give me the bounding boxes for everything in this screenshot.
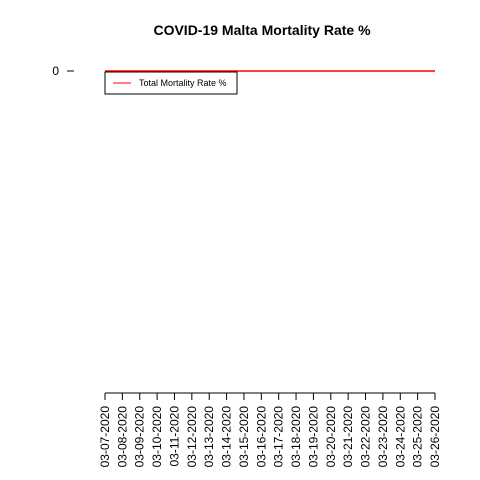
x-tick-label: 03-19-2020 [306, 406, 320, 468]
x-tick-label: 03-15-2020 [237, 406, 251, 468]
x-tick-label: 03-25-2020 [411, 406, 425, 468]
x-tick-label: 03-23-2020 [376, 406, 390, 468]
x-tick-label: 03-13-2020 [202, 406, 216, 468]
y-axis: 0 [52, 64, 74, 78]
x-tick-label: 03-16-2020 [254, 406, 268, 468]
x-tick-label: 03-18-2020 [289, 406, 303, 468]
x-tick-label: 03-20-2020 [324, 406, 338, 468]
x-tick-label: 03-08-2020 [115, 406, 129, 468]
legend: Total Mortality Rate % [104, 71, 238, 95]
legend-box [104, 71, 238, 95]
x-tick-label: 03-09-2020 [133, 406, 147, 468]
x-tick-label: 03-26-2020 [428, 406, 442, 468]
x-axis: 03-07-2020 03-08-2020 03-09-2020 03-10-2020… [98, 392, 442, 468]
x-tick-label: 03-10-2020 [150, 406, 164, 468]
x-tick-label: 03-22-2020 [359, 406, 373, 468]
x-tick-label: 03-14-2020 [220, 406, 234, 468]
x-tick-label: 03-07-2020 [98, 406, 112, 468]
x-tick-label: 03-12-2020 [185, 406, 199, 468]
legend-label: Total Mortality Rate % [139, 78, 227, 88]
x-tick-label: 03-21-2020 [341, 406, 355, 468]
x-tick-label: 03-11-2020 [167, 406, 181, 467]
y-tick-label: 0 [52, 64, 59, 78]
x-tick-label: 03-24-2020 [393, 406, 407, 468]
x-tick-label: 03-17-2020 [272, 406, 286, 468]
chart-title: COVID-19 Malta Mortality Rate % [153, 22, 371, 38]
